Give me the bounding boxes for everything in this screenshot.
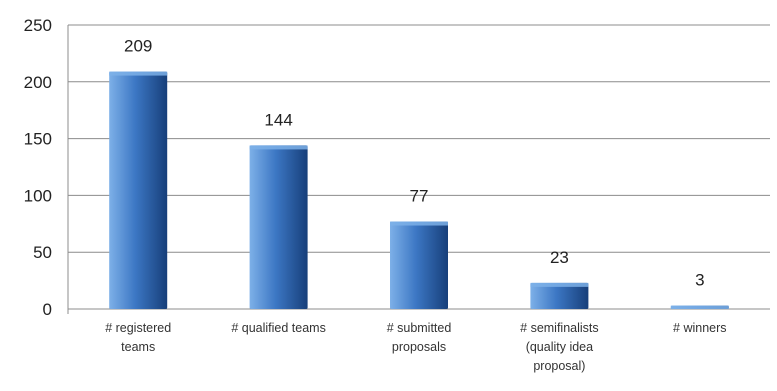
- bar: [249, 145, 308, 309]
- category-label: # submitted: [387, 321, 452, 335]
- bar: [390, 221, 448, 309]
- category-label: # qualified teams: [231, 321, 326, 335]
- category-label: proposals: [392, 340, 446, 354]
- data-labels: 209 144 77 23 3: [124, 37, 705, 290]
- y-tick-label: 50: [33, 243, 52, 262]
- bar-top-highlight: [530, 282, 589, 287]
- category-label: # semifinalists: [520, 321, 599, 335]
- bar: [109, 71, 168, 310]
- y-tick-label: 250: [24, 16, 52, 35]
- y-tick-label: 150: [24, 130, 52, 149]
- data-label: 209: [124, 37, 152, 56]
- data-label: 3: [695, 271, 704, 290]
- category-label: proposal): [533, 359, 585, 373]
- data-label: 23: [550, 248, 569, 267]
- category-label: # registered: [105, 321, 171, 335]
- data-label: 144: [264, 110, 292, 129]
- y-tick-label: 0: [43, 300, 52, 319]
- y-tick-label: 100: [24, 186, 52, 205]
- x-axis-category-labels: # registered teams # qualified teams # subm…: [105, 321, 726, 373]
- gridlines: [67, 24, 770, 314]
- y-axis-tick-labels: 0 50 100 150 200 250: [24, 16, 52, 319]
- data-label: 77: [410, 187, 429, 206]
- bars: [109, 71, 729, 310]
- bar-top-highlight: [249, 145, 308, 150]
- bar-top-highlight: [109, 71, 168, 76]
- y-tick-label: 200: [24, 73, 52, 92]
- bar-top-highlight: [670, 305, 729, 309]
- category-label: teams: [121, 340, 155, 354]
- category-label: # winners: [673, 321, 727, 335]
- category-label: (quality idea: [526, 340, 593, 354]
- bar: [530, 282, 589, 309]
- bar-top-highlight: [390, 221, 448, 226]
